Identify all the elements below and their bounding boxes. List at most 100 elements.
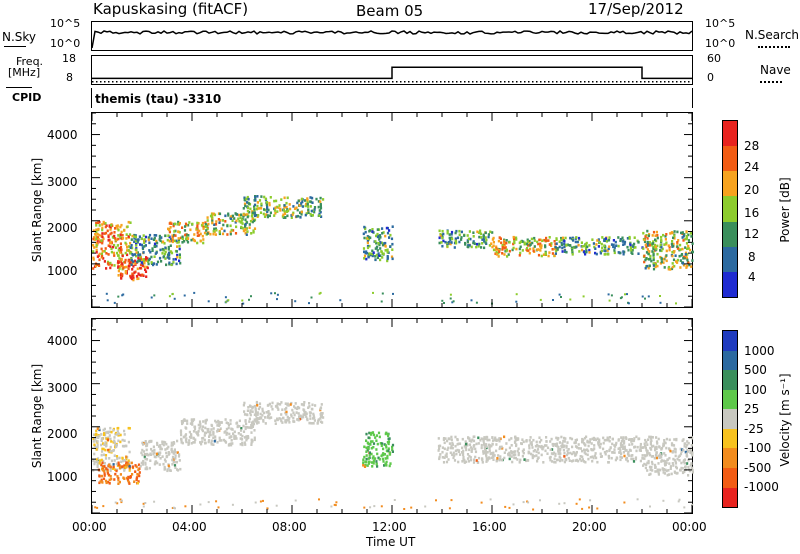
velocity-echo-cell	[686, 462, 689, 465]
power-echo-cell	[308, 302, 310, 305]
power-echo-cell	[673, 264, 676, 268]
power-echo-cell	[246, 215, 249, 219]
velocity-echo-cell	[116, 502, 119, 505]
velocity-echo-cell	[229, 422, 232, 425]
velocity-echo-cell	[101, 461, 104, 465]
power-echo-cell	[512, 235, 515, 239]
velocity-echo-cell	[125, 463, 128, 467]
nave-tick-bottom: 0	[707, 71, 714, 84]
velocity-echo-cell	[596, 507, 599, 510]
velocity-echo-cell	[488, 449, 491, 453]
velocity-echo-cell	[587, 441, 591, 444]
velocity-echo-cell	[210, 423, 213, 427]
power-echo-cell	[95, 224, 98, 227]
power-echo-cell	[470, 299, 473, 302]
power-echo-cell	[242, 229, 245, 233]
velocity-echo-cell	[142, 443, 145, 446]
velocity-echo-cell	[256, 422, 259, 425]
velocity-echo-cell	[217, 429, 220, 432]
velocity-echo-cell	[100, 453, 103, 457]
velocity-echo-cell	[124, 444, 127, 448]
velocity-echo-cell	[243, 436, 247, 439]
velocity-echo-cell	[492, 451, 495, 455]
velocity-echo-cell	[651, 469, 654, 472]
velocity-echo-cell	[365, 432, 368, 436]
velocity-echo-cell	[486, 436, 489, 439]
power-echo-cell	[231, 214, 235, 218]
velocity-echo-cell	[660, 459, 663, 462]
power-echo-cell	[544, 244, 547, 247]
velocity-echo-cell	[233, 436, 236, 440]
velocity-echo-cell	[575, 451, 578, 454]
velocity-echo-cell	[138, 474, 141, 478]
power-echo-cell	[124, 251, 127, 255]
velocity-echo-cell	[620, 456, 623, 459]
velocity-echo-cell	[279, 403, 282, 406]
power-echo-cell	[235, 219, 238, 223]
velocity-echo-cell	[583, 436, 587, 440]
power-echo-cell	[178, 222, 181, 225]
power-echo-cell	[109, 226, 112, 230]
velocity-echo-cell	[309, 417, 312, 420]
power-echo-cell	[622, 250, 625, 253]
velocity-echo-cell	[123, 477, 126, 480]
velocity-echo-cell	[227, 444, 230, 447]
power-echo-cell	[665, 233, 668, 236]
power-echo-cell	[644, 243, 647, 247]
velocity-echo-cell	[670, 442, 674, 445]
power-echo-cell	[151, 249, 154, 252]
power-echo-cell	[135, 242, 138, 246]
velocity-echo-cell	[382, 453, 385, 457]
velocity-echo-cell	[240, 427, 243, 430]
velocity-echo-cell	[218, 439, 221, 442]
power-echo-cell	[603, 253, 606, 256]
power-echo-cell	[127, 220, 130, 224]
power-echo-cell	[139, 253, 142, 256]
power-echo-cell	[215, 228, 218, 232]
power-echo-cell	[536, 248, 539, 251]
power-echo-cell	[244, 218, 247, 221]
power-echo-cell	[111, 235, 114, 239]
power-echo-cell	[103, 260, 106, 263]
power-echo-cell	[684, 237, 687, 241]
power-echo-cell	[301, 200, 304, 204]
power-echo-cell	[441, 229, 444, 233]
velocity-echo-cell	[160, 447, 163, 451]
velocity-echo-cell	[581, 437, 584, 441]
velocity-echo-cell	[632, 460, 636, 463]
velocity-echo-cell	[594, 452, 597, 455]
velocity-echo-cell	[669, 449, 672, 453]
power-cb-tick-20: 20	[744, 183, 760, 197]
velocity-echo-cell	[655, 436, 658, 439]
power-echo-cell	[134, 262, 137, 265]
velocity-echo-cell	[250, 421, 254, 424]
velocity-echo-cell	[384, 444, 388, 447]
velocity-echo-cell	[691, 436, 694, 440]
power-echo-cell	[626, 237, 629, 240]
velocity-echo-cell	[646, 461, 649, 465]
power-echo-cell	[107, 239, 110, 242]
velocity-echo-cell	[614, 443, 617, 446]
velocity-echo-cell	[174, 507, 176, 510]
velocity-echo-cell	[105, 481, 108, 485]
velocity-echo-cell	[165, 442, 168, 446]
power-echo-cell	[153, 242, 157, 246]
velocity-echo-cell	[335, 501, 338, 504]
power-echo-cell	[684, 246, 687, 249]
velocity-echo-cell	[201, 440, 204, 443]
velocity-echo-cell	[385, 446, 388, 449]
velocity-echo-cell	[663, 472, 666, 475]
velocity-echo-cell	[565, 453, 569, 457]
velocity-echo-cell	[261, 414, 264, 417]
velocity-echo-cell	[174, 454, 177, 457]
power-echo-cell	[503, 242, 506, 245]
velocity-echo-cell	[225, 421, 228, 424]
power-echo-cell	[478, 235, 481, 239]
velocity-echo-cell	[453, 454, 456, 457]
power-echo-cell	[129, 221, 132, 224]
velocity-echo-cell	[615, 441, 618, 445]
power-echo-cell	[684, 251, 688, 255]
velocity-echo-cell	[605, 438, 608, 442]
velocity-echo-cell	[267, 415, 270, 418]
cpid-frame	[91, 88, 693, 108]
